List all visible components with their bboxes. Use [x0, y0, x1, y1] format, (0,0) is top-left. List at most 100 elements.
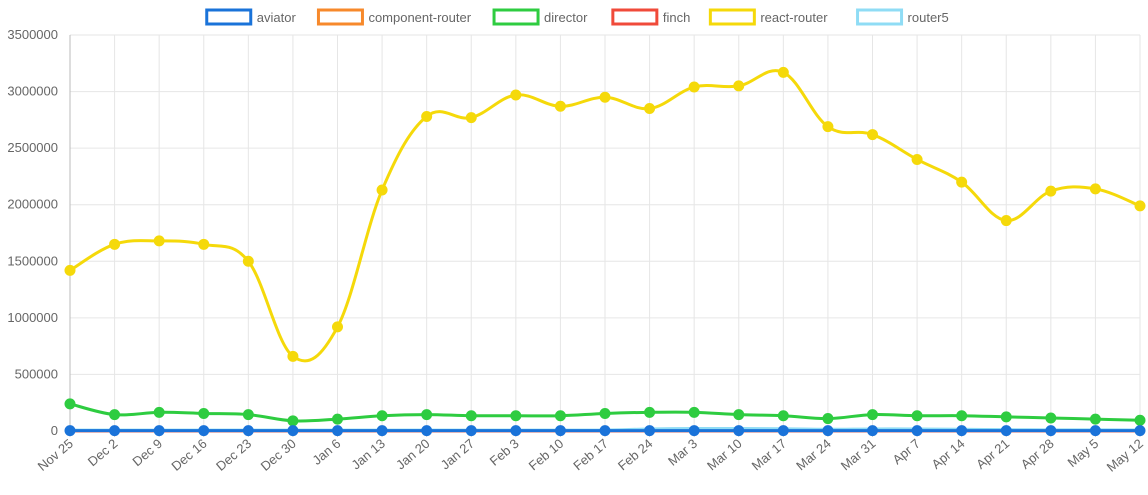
data-point-aviator[interactable]	[733, 425, 745, 437]
x-tick-label: Mar 24	[793, 436, 834, 474]
data-point-director[interactable]	[242, 409, 254, 421]
data-point-director[interactable]	[1000, 411, 1012, 423]
data-point-director[interactable]	[109, 409, 121, 421]
data-point-director[interactable]	[376, 410, 388, 422]
data-point-react-router[interactable]	[1089, 183, 1101, 195]
legend-item-react-router[interactable]: react-router	[708, 8, 828, 26]
data-point-director[interactable]	[777, 410, 789, 422]
data-point-react-router[interactable]	[198, 238, 210, 250]
x-tick-label: Jan 6	[309, 436, 343, 468]
data-point-director[interactable]	[733, 409, 745, 421]
data-point-aviator[interactable]	[242, 425, 254, 437]
data-point-react-router[interactable]	[1045, 185, 1057, 197]
data-point-aviator[interactable]	[599, 425, 611, 437]
legend-label: router5	[908, 10, 949, 25]
legend-item-finch[interactable]: finch	[611, 8, 690, 26]
data-point-react-router[interactable]	[1134, 200, 1146, 212]
data-point-aviator[interactable]	[64, 425, 76, 437]
legend-label: component-router	[368, 10, 471, 25]
data-point-aviator[interactable]	[956, 425, 968, 437]
data-point-react-router[interactable]	[153, 235, 165, 247]
data-point-react-router[interactable]	[956, 176, 968, 188]
data-point-aviator[interactable]	[376, 425, 388, 437]
data-point-aviator[interactable]	[109, 425, 121, 437]
data-point-react-router[interactable]	[64, 264, 76, 276]
data-point-director[interactable]	[64, 398, 76, 410]
data-point-react-router[interactable]	[822, 121, 834, 133]
data-point-aviator[interactable]	[153, 425, 165, 437]
data-point-aviator[interactable]	[911, 425, 923, 437]
data-point-director[interactable]	[1045, 412, 1057, 424]
data-point-react-router[interactable]	[465, 112, 477, 124]
data-point-react-router[interactable]	[332, 321, 343, 333]
data-point-aviator[interactable]	[287, 425, 299, 437]
data-point-aviator[interactable]	[1000, 425, 1012, 437]
data-point-director[interactable]	[688, 406, 700, 418]
legend-item-router5[interactable]: router5	[856, 8, 949, 26]
data-point-react-router[interactable]	[777, 66, 789, 78]
data-point-aviator[interactable]	[1045, 425, 1057, 437]
data-point-director[interactable]	[1089, 413, 1101, 425]
data-point-react-router[interactable]	[109, 238, 121, 250]
data-point-aviator[interactable]	[1089, 425, 1101, 437]
data-point-aviator[interactable]	[1134, 425, 1146, 437]
y-tick-label: 0	[51, 423, 58, 438]
data-point-director[interactable]	[421, 409, 433, 421]
data-point-aviator[interactable]	[421, 425, 433, 437]
y-tick-label: 1000000	[7, 310, 58, 325]
data-point-react-router[interactable]	[599, 91, 611, 103]
x-tick-label: Apr 7	[890, 436, 923, 467]
legend-item-component-router[interactable]: component-router	[316, 8, 472, 26]
x-tick-label: Jan 27	[438, 436, 478, 473]
data-point-director[interactable]	[153, 406, 165, 418]
data-point-aviator[interactable]	[554, 425, 566, 437]
data-point-director[interactable]	[332, 413, 343, 425]
y-tick-label: 3500000	[7, 27, 58, 42]
data-point-director[interactable]	[956, 410, 968, 422]
legend-swatch	[856, 8, 904, 26]
data-point-react-router[interactable]	[867, 129, 878, 141]
data-point-aviator[interactable]	[777, 425, 789, 437]
data-point-director[interactable]	[554, 410, 566, 422]
data-point-aviator[interactable]	[332, 425, 343, 437]
data-point-aviator[interactable]	[465, 425, 477, 437]
data-point-aviator[interactable]	[198, 425, 210, 437]
y-tick-label: 1500000	[7, 253, 58, 268]
data-point-director[interactable]	[599, 407, 611, 419]
data-point-director[interactable]	[198, 407, 210, 419]
data-point-react-router[interactable]	[1000, 215, 1012, 227]
data-point-director[interactable]	[644, 406, 656, 418]
data-point-aviator[interactable]	[867, 425, 878, 437]
data-point-aviator[interactable]	[688, 425, 700, 437]
data-point-react-router[interactable]	[733, 80, 745, 92]
data-point-aviator[interactable]	[644, 425, 656, 437]
x-tick-label: Mar 3	[665, 436, 700, 469]
data-point-react-router[interactable]	[554, 100, 566, 112]
x-tick-label: Mar 10	[704, 436, 745, 474]
x-tick-label: Apr 28	[1018, 436, 1057, 472]
data-point-react-router[interactable]	[510, 89, 522, 101]
legend-swatch	[316, 8, 364, 26]
data-point-react-router[interactable]	[911, 153, 923, 165]
data-point-react-router[interactable]	[421, 110, 433, 122]
data-point-director[interactable]	[465, 410, 477, 422]
data-point-aviator[interactable]	[822, 425, 834, 437]
data-point-director[interactable]	[1134, 414, 1146, 426]
data-point-director[interactable]	[822, 413, 834, 425]
data-point-react-router[interactable]	[287, 350, 299, 362]
data-point-director[interactable]	[867, 409, 878, 421]
data-point-react-router[interactable]	[376, 184, 388, 196]
data-point-react-router[interactable]	[644, 103, 656, 115]
data-point-react-router[interactable]	[688, 81, 700, 93]
data-point-react-router[interactable]	[242, 255, 254, 267]
y-tick-label: 2500000	[7, 140, 58, 155]
x-tick-label: Nov 25	[35, 436, 76, 474]
data-point-aviator[interactable]	[510, 425, 522, 437]
data-point-director[interactable]	[911, 410, 923, 422]
legend-item-director[interactable]: director	[492, 8, 588, 26]
data-point-director[interactable]	[510, 410, 522, 422]
legend-item-aviator[interactable]: aviator	[205, 8, 297, 26]
legend-label: director	[544, 10, 588, 25]
data-point-director[interactable]	[287, 415, 299, 427]
y-tick-label: 3000000	[7, 84, 58, 99]
